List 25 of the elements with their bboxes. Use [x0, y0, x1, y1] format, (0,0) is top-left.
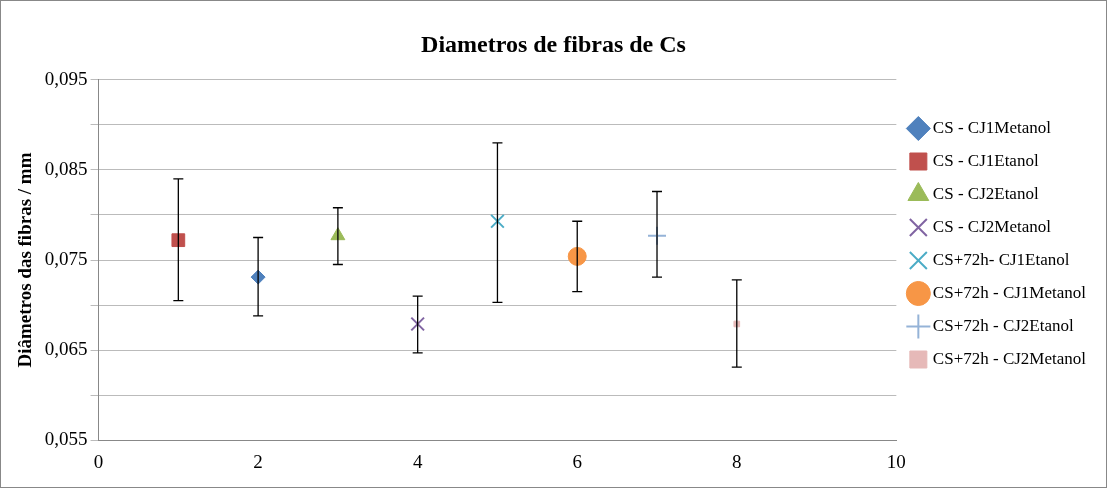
- x-tick-label: 2: [253, 450, 263, 472]
- x-tick-label: 6: [572, 450, 582, 472]
- legend-label: CS+72h - CJ2Metanol: [932, 348, 1087, 368]
- legend-label: CS - CJ1Etanol: [932, 150, 1039, 170]
- x-tick-label: 8: [732, 450, 742, 472]
- x-tick-label: 0: [93, 450, 104, 472]
- legend-label: CS - CJ1Metanol: [932, 117, 1052, 137]
- x-tick-label: 10: [886, 450, 906, 472]
- y-tick-label: 0,075: [44, 247, 88, 269]
- point: [490, 213, 505, 229]
- y-tick-label: 0,085: [44, 157, 88, 179]
- point: [567, 246, 587, 266]
- y-axis-title: Diâmetros das fibras / mm: [14, 152, 36, 368]
- legend-label: CS - CJ2Etanol: [932, 183, 1039, 203]
- x-tick-label: 4: [412, 450, 423, 472]
- point: [410, 316, 426, 332]
- legend-label: CS - CJ2Metanol: [932, 216, 1052, 236]
- legend-label: CS+72h - CJ2Etanol: [932, 315, 1074, 335]
- y-tick-label: 0,095: [44, 67, 88, 89]
- chart-title: Diametros de fibras de Cs: [421, 30, 686, 57]
- point: [171, 233, 186, 248]
- legend-label: CS+72h- CJ1Etanol: [932, 249, 1070, 269]
- y-tick-label: 0,065: [44, 338, 88, 360]
- legend-label: CS+72h - CJ1Metanol: [932, 282, 1087, 302]
- y-tick-label: 0,055: [44, 428, 88, 450]
